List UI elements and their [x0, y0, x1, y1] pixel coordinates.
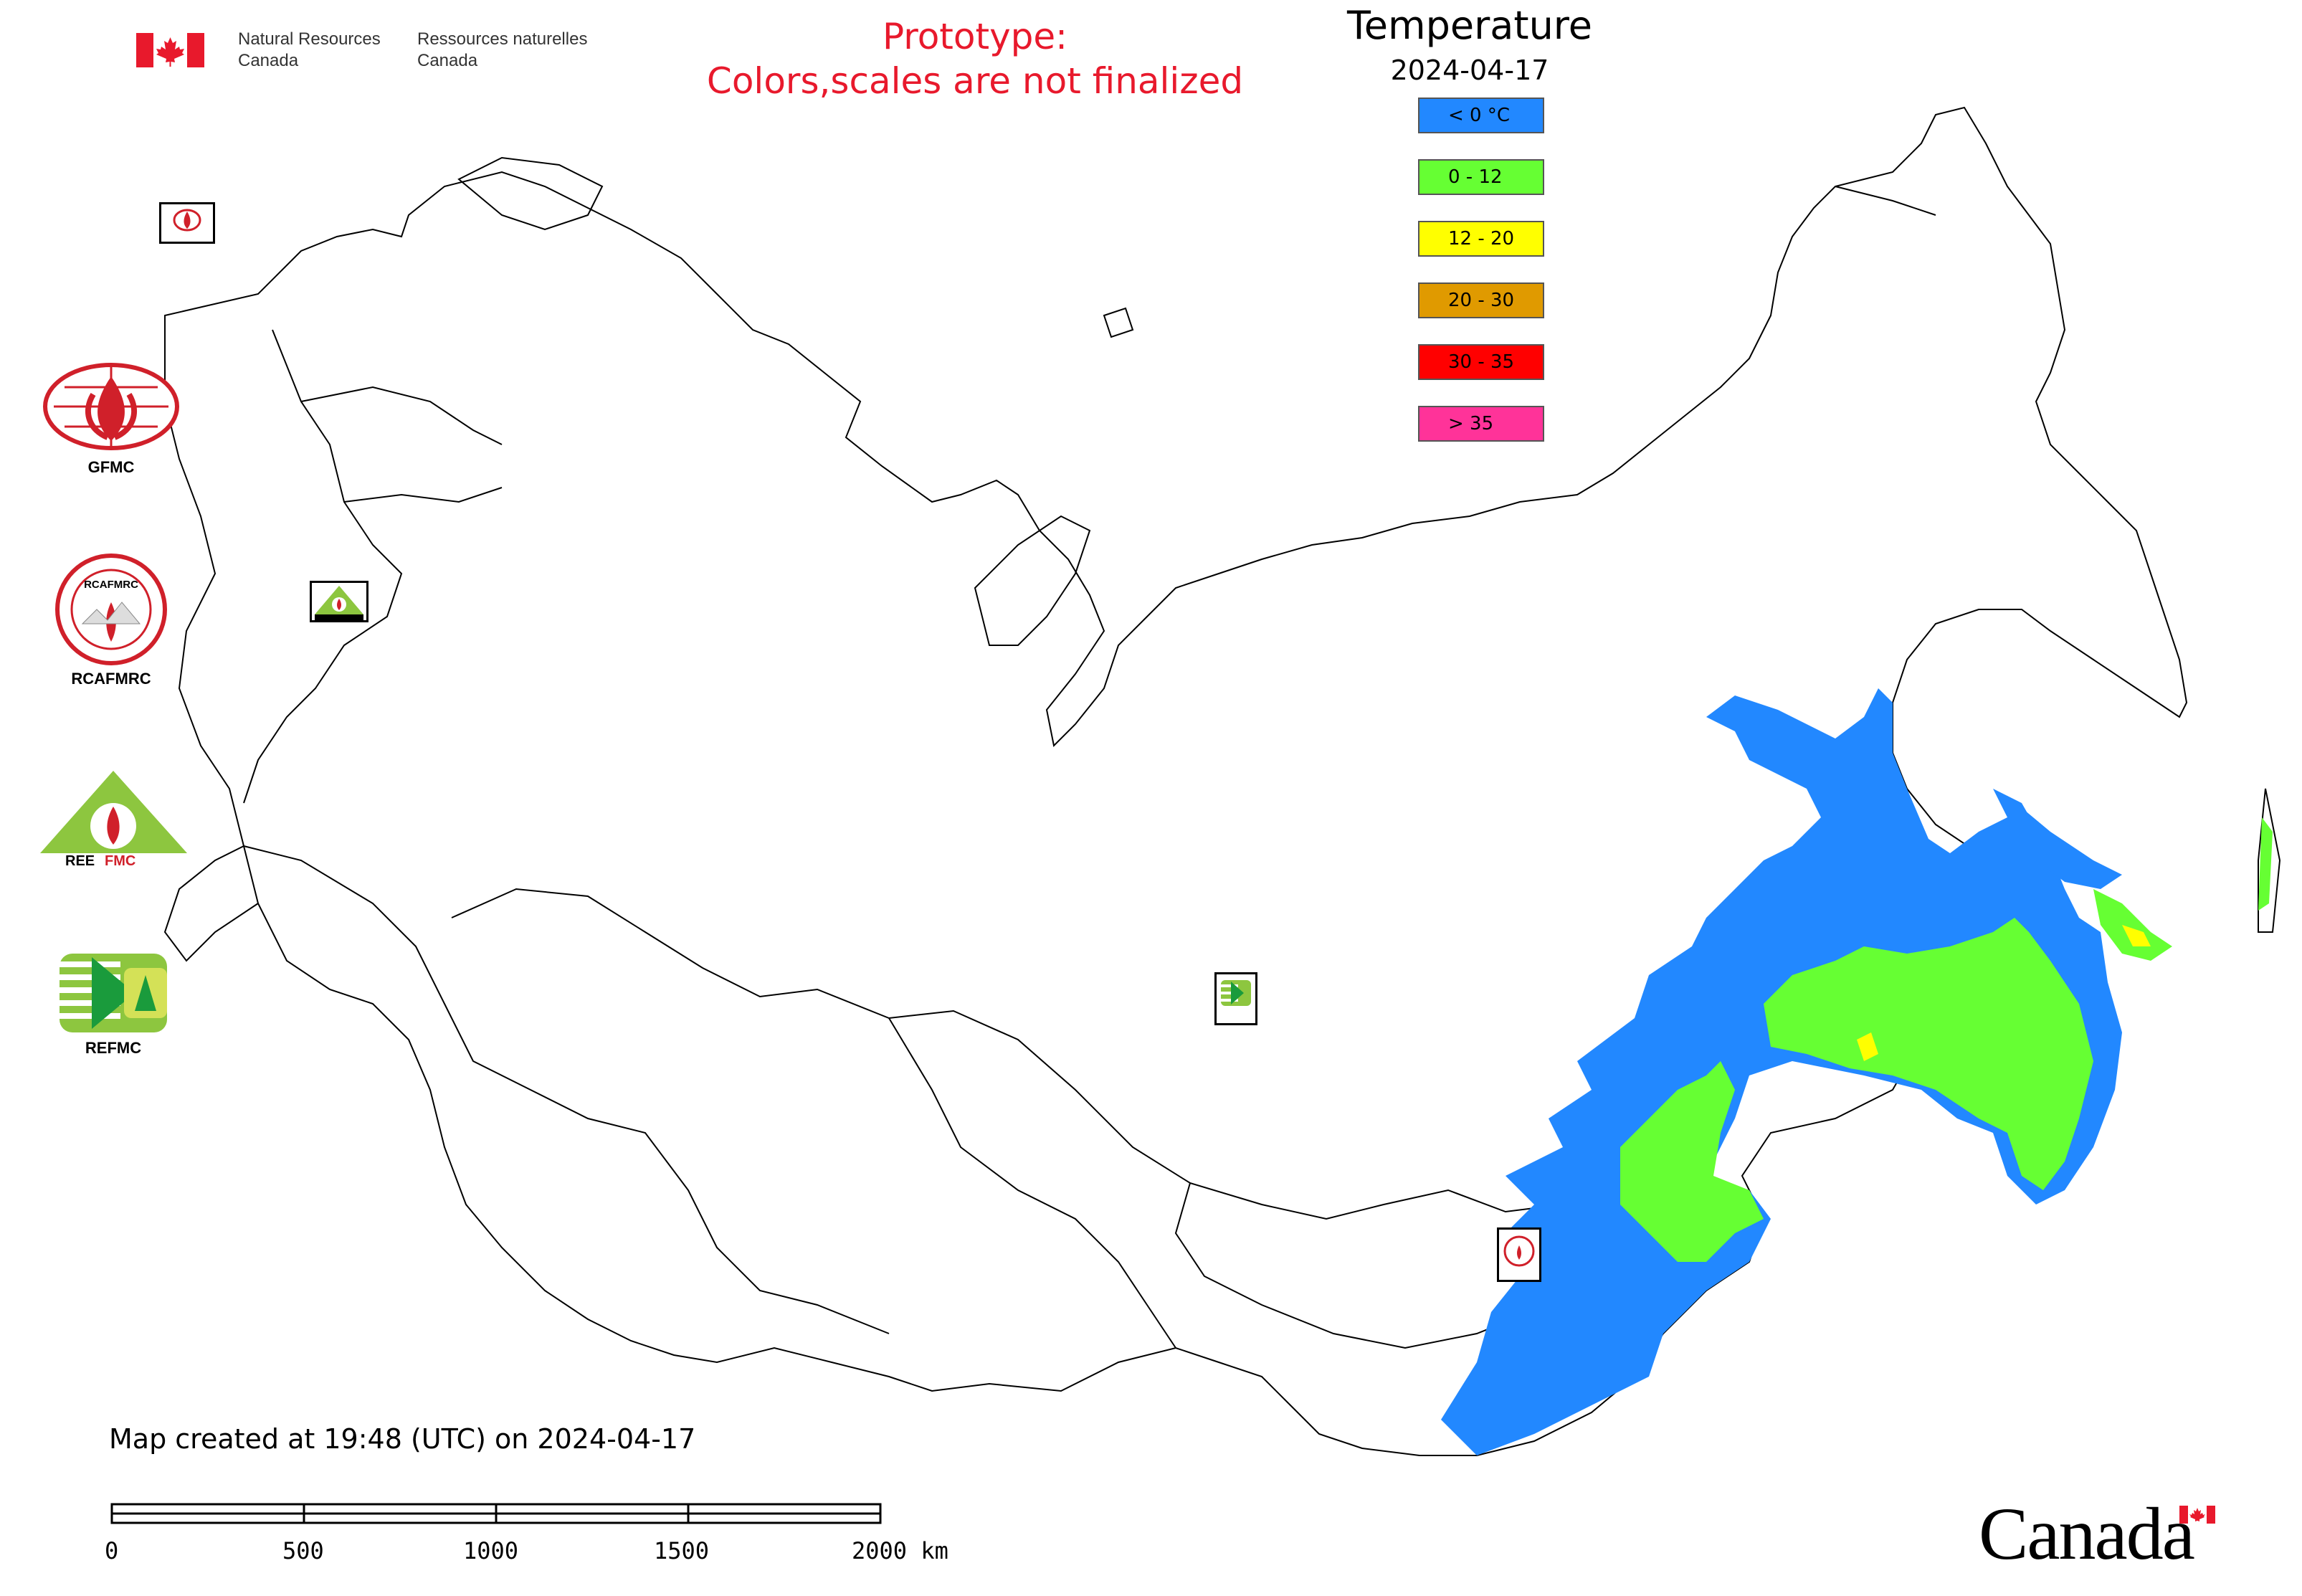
map-marker-rcafmrc[interactable]	[1497, 1227, 1541, 1282]
refmc-logo-icon	[60, 954, 167, 1032]
border-line	[163, 845, 259, 962]
border-line	[1835, 186, 1936, 216]
island	[1103, 307, 1134, 338]
reefmc-logo-icon: REE FMC	[39, 771, 187, 869]
prototype-notice: Prototype: Colors,scales are not finaliz…	[617, 14, 1333, 103]
border-line	[243, 845, 890, 1334]
legend-item-12-20: 12 - 20	[1418, 221, 1544, 257]
scale-bar	[110, 1503, 882, 1524]
temp-zone-0-12	[1764, 918, 2093, 1190]
legend-item-0-12: 0 - 12	[1418, 159, 1544, 195]
border-line	[300, 386, 503, 445]
island	[2258, 788, 2281, 933]
legend-item-30-35: 30 - 35	[1418, 344, 1544, 380]
gov-signature: Natural Resources Canada Ressources natur…	[136, 27, 609, 77]
partner-refmc[interactable]: REFMC	[56, 950, 171, 1058]
legend-title: Temperature	[1346, 3, 1593, 48]
border-line	[243, 329, 403, 804]
country-boundaries	[163, 106, 2281, 1456]
map-marker-gfmc[interactable]	[159, 202, 215, 244]
svg-text:FMC: FMC	[105, 853, 135, 868]
notice-line-2: Colors,scales are not finalized	[706, 60, 1244, 102]
scalebar-label-2000: 2000 km	[852, 1537, 948, 1564]
map-created-text: Map created at 19:48 (UTC) on 2024-04-17	[109, 1423, 696, 1455]
scalebar-label-1000: 1000	[463, 1537, 519, 1564]
legend-label: > 35	[1448, 413, 1494, 434]
gfmc-logo-icon	[43, 363, 179, 450]
reefmc-marker-icon	[315, 586, 363, 620]
legend-label: 12 - 20	[1448, 228, 1515, 250]
legend-item-above-35: > 35	[1418, 406, 1544, 442]
svg-text:REE: REE	[65, 853, 95, 868]
svg-text:RCAFMRC: RCAFMRC	[84, 579, 138, 591]
legend-label: < 0 °C	[1448, 105, 1511, 126]
org-name-fr: Ressources naturelles Canada	[417, 29, 588, 70]
partner-label: REFMC	[85, 1039, 142, 1057]
legend-label: 30 - 35	[1448, 351, 1515, 373]
legend-date: 2024-04-17	[1390, 54, 1549, 86]
partner-label: RCAFMRC	[71, 670, 151, 688]
rcafmrc-marker-icon	[1503, 1235, 1535, 1267]
temp-zone-12-20	[1857, 1032, 1878, 1061]
legend-item-20-30: 20 - 30	[1418, 282, 1544, 318]
temp-zone-12-20	[2122, 925, 2151, 946]
temp-zone-below-zero	[1441, 688, 2122, 1455]
canada-wordmark-flag-icon	[2179, 1506, 2215, 1524]
temp-zone-0-12	[2093, 889, 2172, 961]
temperature-area	[1441, 688, 2273, 1455]
partner-label: GFMC	[87, 458, 135, 476]
partner-rcafmrc[interactable]: RCAFMRC RCAFMRC	[50, 552, 172, 688]
island	[974, 515, 1091, 646]
scalebar-label-500: 500	[282, 1537, 324, 1564]
legend-item-below-zero: < 0 °C	[1418, 98, 1544, 133]
legend-label: 0 - 12	[1448, 166, 1503, 188]
refmc-marker-icon	[1221, 980, 1251, 1006]
map-marker-refmc[interactable]	[1214, 972, 1257, 1025]
scalebar-label-0: 0	[105, 1537, 119, 1564]
border-line	[343, 487, 503, 503]
temp-zone-0-12	[1620, 1061, 1764, 1262]
border-line	[451, 888, 1670, 1220]
rcafmrc-logo-icon: RCAFMRC	[55, 554, 167, 665]
map-marker-reefmc[interactable]	[310, 581, 368, 622]
gfmc-marker-icon	[173, 209, 201, 232]
canada-wordmark: Canada	[1979, 1493, 2195, 1575]
partner-reefmc[interactable]: REE FMC	[34, 767, 192, 870]
partner-gfmc[interactable]: GFMC	[36, 362, 186, 477]
canada-flag-icon	[136, 33, 204, 67]
temp-zone-below-zero	[2007, 796, 2122, 889]
border-line	[888, 1017, 1176, 1349]
island	[457, 156, 604, 231]
org-name-en: Natural Resources Canada	[238, 29, 381, 70]
legend-label: 20 - 30	[1448, 290, 1515, 311]
scalebar-label-1500: 1500	[654, 1537, 710, 1564]
notice-line-1: Prototype:	[882, 16, 1068, 57]
temp-zone-0-12	[2258, 817, 2273, 911]
coastline-outline	[164, 106, 2188, 1456]
